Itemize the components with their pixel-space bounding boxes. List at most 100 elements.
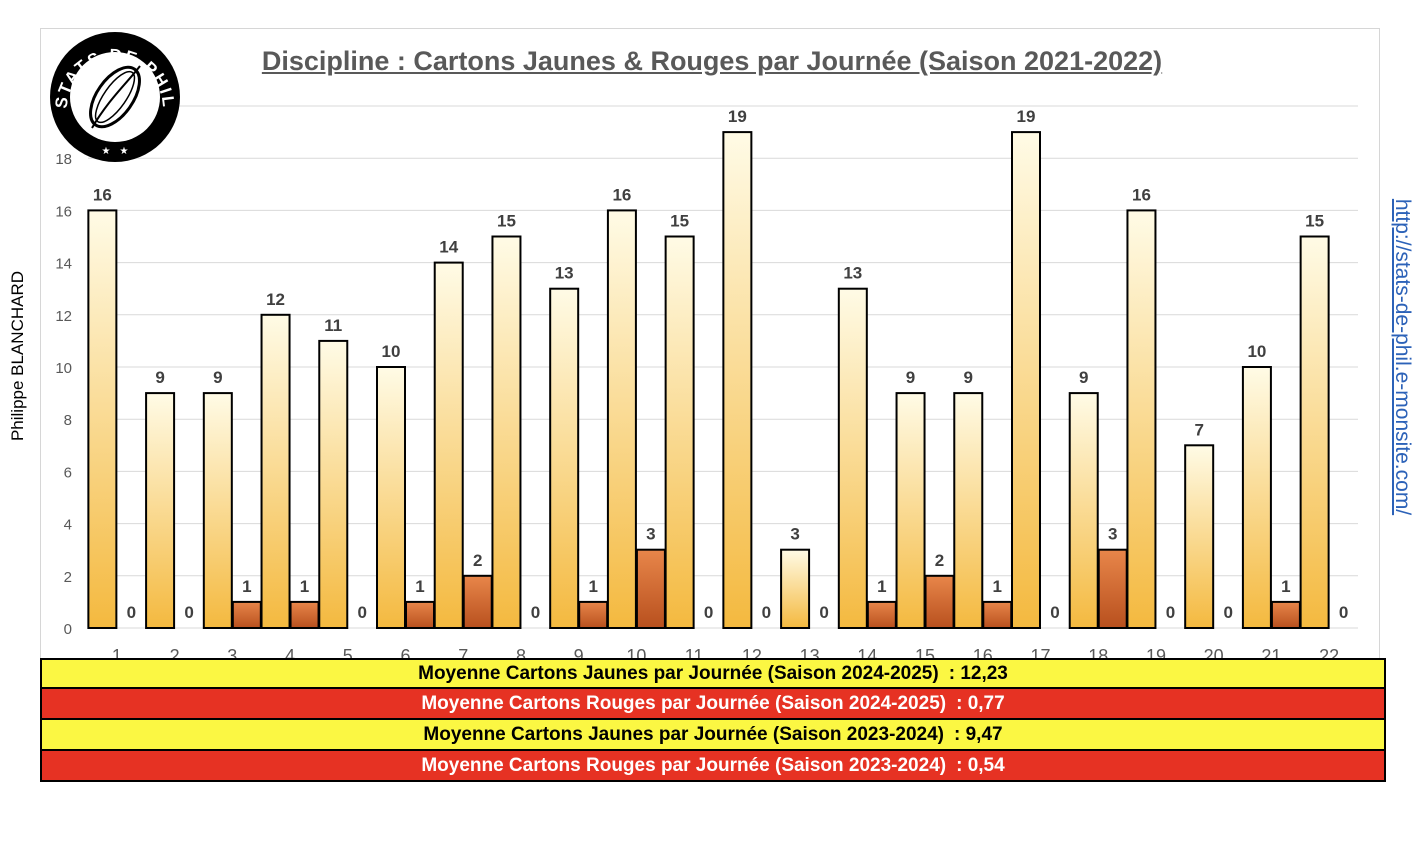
website-link[interactable]: http://stats-de-phil.e-monsite.com/ — [1391, 198, 1414, 516]
svg-text:★: ★ — [120, 146, 129, 157]
yellow-card-bar — [433, 261, 464, 629]
svg-text:★: ★ — [102, 146, 111, 157]
y-tick-label: 16 — [55, 203, 72, 220]
yellow-card-bar — [1241, 366, 1272, 629]
y-tick-label: 12 — [55, 308, 72, 325]
x-tick-label: 1 — [112, 646, 122, 666]
chart-title: Discipline : Cartons Jaunes & Rouges par… — [261, 46, 1163, 76]
yellow-card-bar — [1184, 444, 1215, 629]
avg-red-2023-2024-row: Moyenne Cartons Rouges par Journée (Sais… — [40, 751, 1386, 782]
stats-de-phil-logo: STATS DE PHIL ★ ★ — [50, 32, 180, 162]
row-value: : 0,54 — [956, 754, 1005, 776]
red-value-label: 1 — [415, 577, 424, 596]
row-value: : 9,47 — [954, 723, 1003, 745]
yellow-card-bar — [895, 392, 926, 629]
avg-yellow-2024-2025-row: Moyenne Cartons Jaunes par Journée (Sais… — [40, 658, 1386, 689]
season-averages-table: Moyenne Cartons Jaunes par Journée (Sais… — [40, 658, 1386, 816]
red-card-bar — [866, 600, 897, 630]
yellow-card-bar — [780, 548, 811, 630]
red-value-label: 0 — [762, 603, 771, 622]
yellow-card-bar — [606, 209, 637, 629]
red-card-bar — [1270, 600, 1301, 630]
y-tick-label: 8 — [64, 412, 72, 429]
x-tick-label: 3 — [227, 646, 237, 666]
y-tick-label: 18 — [55, 151, 72, 168]
red-card-bar — [462, 574, 493, 629]
row-value: : 12,23 — [948, 662, 1008, 684]
row-label: Moyenne Cartons Rouges par Journée (Sais… — [421, 692, 947, 714]
x-tick-label: 4 — [285, 646, 295, 666]
yellow-value-label: 11 — [324, 316, 342, 335]
yellow-card-bar — [376, 366, 406, 629]
red-value-label: 0 — [1166, 603, 1175, 622]
yellow-card-bar — [491, 235, 522, 629]
yellow-card-bar — [202, 392, 233, 629]
author-name: Philippe BLANCHARD — [8, 270, 27, 442]
yellow-card-bar — [549, 287, 580, 629]
x-tick-label: 9 — [574, 646, 584, 666]
yellow-card-bar — [1068, 392, 1099, 629]
yellow-card-bar — [145, 392, 176, 629]
red-value-label: 0 — [1339, 603, 1348, 622]
yellow-card-bar — [837, 287, 868, 629]
yellow-value-label: 9 — [906, 368, 915, 387]
y-tick-label: 2 — [64, 569, 72, 586]
red-card-bar — [578, 600, 609, 630]
avg-yellow-2023-2024-row: Moyenne Cartons Jaunes par Journée (Sais… — [40, 720, 1386, 751]
yellow-card-bar — [1126, 209, 1157, 629]
red-value-label: 1 — [242, 577, 251, 596]
y-tick-label: 14 — [55, 256, 72, 273]
red-value-label: 0 — [358, 603, 367, 622]
red-value-label: 1 — [993, 577, 1002, 596]
red-card-bar — [635, 548, 666, 630]
avg-red-2024-2025-row: Moyenne Cartons Rouges par Journée (Sais… — [40, 689, 1386, 720]
red-value-label: 1 — [1281, 577, 1290, 596]
yellow-card-bar — [664, 235, 695, 629]
x-tick-label: 7 — [458, 646, 468, 666]
red-value-label: 0 — [184, 603, 193, 622]
yellow-card-bar — [722, 131, 753, 629]
yellow-value-label: 19 — [728, 107, 747, 126]
red-value-label: 2 — [473, 551, 482, 570]
yellow-card-bar — [1299, 235, 1330, 629]
x-tick-label: 8 — [516, 646, 526, 666]
yellow-value-label: 13 — [843, 264, 862, 283]
red-card-bar — [982, 600, 1013, 630]
red-value-label: 3 — [646, 525, 655, 544]
row-label: Moyenne Cartons Jaunes par Journée (Sais… — [418, 662, 939, 684]
red-card-bar — [1097, 548, 1128, 630]
red-value-label: 0 — [1223, 603, 1232, 622]
yellow-value-label: 16 — [612, 185, 631, 204]
yellow-value-label: 14 — [439, 238, 458, 257]
x-tick-label: 2 — [170, 646, 180, 666]
yellow-value-label: 3 — [790, 525, 799, 544]
red-card-bar — [289, 600, 320, 630]
red-card-bar — [405, 600, 435, 630]
red-value-label: 1 — [877, 577, 886, 596]
red-value-label: 2 — [935, 551, 944, 570]
yellow-card-bar — [260, 313, 291, 629]
yellow-value-label: 16 — [1132, 185, 1151, 204]
red-value-label: 0 — [1050, 603, 1059, 622]
yellow-value-label: 12 — [266, 290, 285, 309]
yellow-value-label: 10 — [382, 342, 401, 361]
yellow-card-bar — [1011, 131, 1041, 629]
red-value-label: 0 — [531, 603, 540, 622]
yellow-value-label: 9 — [213, 368, 222, 387]
y-tick-label: 6 — [64, 464, 72, 481]
red-value-label: 3 — [1108, 525, 1117, 544]
red-card-bar — [924, 574, 955, 629]
row-value: : 0,77 — [956, 692, 1005, 714]
x-tick-label: 5 — [343, 646, 353, 666]
red-value-label: 0 — [819, 603, 828, 622]
yellow-value-label: 16 — [93, 185, 112, 204]
y-tick-label: 10 — [55, 360, 72, 377]
yellow-card-bar — [87, 209, 118, 629]
rugby-ball-icon — [89, 65, 141, 129]
red-value-label: 0 — [127, 603, 136, 622]
x-tick-label: 6 — [400, 646, 410, 666]
yellow-value-label: 15 — [497, 212, 516, 231]
yellow-value-label: 9 — [155, 368, 164, 387]
yellow-card-bar — [953, 392, 984, 629]
